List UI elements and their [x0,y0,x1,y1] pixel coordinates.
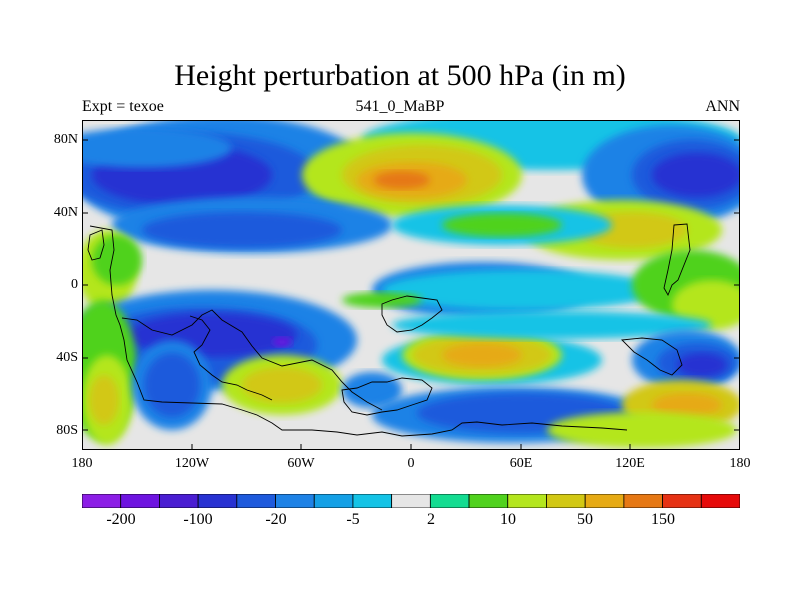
colorbar-swatch [275,494,315,508]
colorbar-swatch [197,494,238,508]
contour-region [442,343,522,367]
contour-region [92,235,142,285]
contour-region [677,353,727,377]
colorbar-svg [82,494,740,508]
colorbar-swatch [700,494,740,508]
contour-region [272,337,292,347]
colorbar-swatch [120,494,160,508]
colorbar-label: -200 [106,511,136,528]
lon-label-60e: 60E [509,456,533,471]
lon-label-120e: 120E [615,456,645,471]
colorbar-label: -20 [265,511,287,528]
coastlines [87,223,691,437]
colorbar-label: 10 [500,511,516,528]
lon-label-0: 0 [407,456,415,471]
period-label: 541_0_MaBP [355,98,445,115]
colorbar-label: -5 [346,511,360,528]
contour-region [342,292,422,308]
colorbar-label: 2 [427,511,435,528]
contour-region [82,128,232,168]
plot-title: Height perturbation at 500 hPa (in m) [174,59,626,92]
contour-region [672,280,740,330]
contour-region [342,372,402,408]
season-label: ANN [705,98,740,115]
colorbar [82,494,740,508]
contour-region [392,311,712,339]
colorbar-swatch [507,494,547,508]
contour-region [652,153,740,197]
colorbar-swatch [429,494,470,508]
colorbar-label: 50 [577,511,593,528]
contour-region [382,270,662,310]
lat-label-40s: 40S [56,350,78,365]
colorbar-swatch [313,494,354,508]
colorbar-swatch [468,494,509,508]
map-svg [82,120,740,450]
colorbar-label: 150 [651,511,675,528]
contour-region [142,212,342,248]
colorbar-label: -100 [183,511,213,528]
axis-ticks [82,139,740,450]
colorbar-swatch [352,494,393,508]
colorbar-swatch [159,494,199,508]
lat-label-40n: 40N [53,205,78,220]
colorbar-swatch [584,494,625,508]
contour-region [374,171,430,189]
colorbar-swatch [662,494,702,508]
contour-region [89,375,119,425]
contour-region [547,412,737,448]
colorbar-swatch [236,494,276,508]
lat-label-80s: 80S [56,423,78,438]
contour-region [242,367,322,403]
lat-label-80n: 80N [53,132,78,147]
colorbar-swatch [82,494,122,508]
contour-fields [82,120,740,448]
experiment-label: Expt = texoe [82,98,164,115]
lon-label-120w: 120W [174,456,210,471]
lon-label-180e: 180 [729,456,751,471]
lat-label-equator: 0 [71,277,78,292]
colorbar-swatch [546,494,586,508]
lon-label-180w: 180 [71,456,93,471]
contour-region [652,393,722,417]
colorbar-swatch [623,494,663,508]
contour-region [144,353,200,417]
contour-region [442,213,562,237]
lon-label-60w: 60W [287,456,315,471]
height-perturbation-map [82,120,740,450]
colorbar-swatch [391,494,431,508]
